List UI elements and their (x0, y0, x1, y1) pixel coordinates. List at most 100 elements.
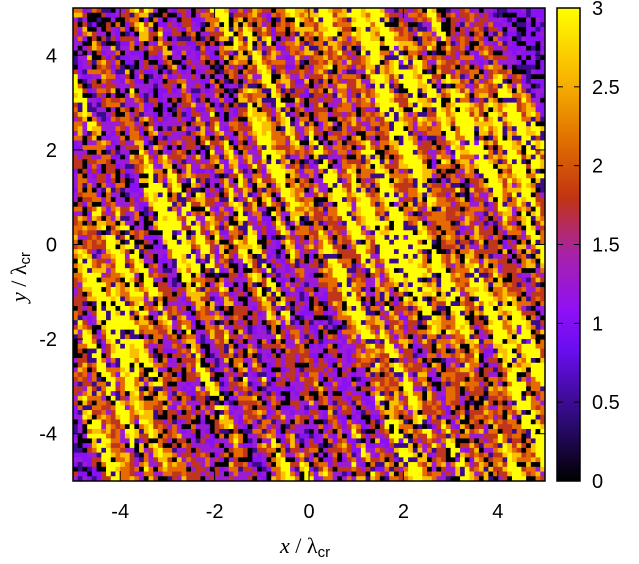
heatmap-cell (219, 140, 225, 146)
heatmap-cell (511, 83, 518, 89)
heatmap-cell (242, 225, 249, 231)
heatmap-cell (436, 168, 442, 174)
heatmap-cell (346, 121, 352, 127)
heatmap-cell (124, 74, 131, 80)
heatmap-cell (507, 159, 513, 165)
heatmap-cell (285, 12, 291, 18)
heatmap-cell (356, 239, 362, 245)
heatmap-cell (478, 173, 485, 179)
heatmap-cell (172, 78, 178, 85)
heatmap-cell (233, 154, 239, 160)
heatmap-cell (186, 130, 192, 137)
heatmap-cell (511, 112, 518, 118)
heatmap-cell (502, 8, 508, 14)
heatmap-cell (507, 97, 513, 103)
heatmap-cell (450, 31, 456, 37)
heatmap-cell (110, 164, 116, 170)
heatmap-cell (167, 88, 173, 94)
heatmap-cell (167, 164, 173, 170)
heatmap-cell (101, 83, 107, 89)
heatmap-cell (516, 60, 522, 66)
heatmap-cell (530, 26, 536, 33)
heatmap-cell (309, 239, 315, 245)
heatmap-cell (488, 130, 494, 137)
heatmap-cell (181, 102, 187, 108)
heatmap-cell (478, 211, 485, 217)
heatmap-cell (209, 225, 215, 231)
heatmap-cell (153, 112, 159, 118)
heatmap-cell (526, 173, 532, 179)
heatmap-cell (393, 140, 400, 146)
heatmap-cell (214, 12, 220, 18)
heatmap-cell (412, 17, 418, 23)
heatmap-cell (417, 140, 423, 146)
heatmap-cell (436, 235, 442, 241)
heatmap-cell (238, 126, 244, 132)
heatmap-cell (356, 116, 362, 122)
heatmap-cell (365, 78, 371, 85)
heatmap-cell (464, 116, 470, 122)
heatmap-cell (365, 239, 371, 245)
heatmap-cell (257, 78, 263, 85)
heatmap-cell (106, 55, 112, 61)
heatmap-cell (502, 206, 508, 212)
heatmap-cell (247, 145, 253, 151)
heatmap-cell (389, 154, 395, 160)
heatmap-cell (224, 159, 230, 165)
heatmap-cell (191, 187, 197, 193)
heatmap-cell (379, 26, 385, 33)
heatmap-cell (356, 192, 362, 198)
heatmap-cell (535, 83, 541, 89)
heatmap-cell (257, 126, 263, 132)
heatmap-cell (181, 225, 187, 231)
heatmap-cell (365, 135, 371, 141)
heatmap-cell (431, 31, 437, 37)
heatmap-cell (474, 187, 480, 193)
heatmap-cell (266, 206, 272, 212)
heatmap-cell (228, 192, 234, 198)
heatmap-cell (436, 88, 442, 94)
heatmap-cell (511, 36, 518, 42)
heatmap-cell (280, 206, 286, 212)
heatmap-cell (247, 140, 253, 146)
heatmap-cell (323, 112, 329, 118)
heatmap-cell (455, 178, 461, 184)
heatmap-cell (375, 126, 381, 132)
heatmap-cell (224, 102, 230, 108)
heatmap-cell (441, 74, 447, 80)
heatmap-cell (266, 197, 272, 203)
heatmap-cell (157, 140, 164, 146)
heatmap-cell (441, 239, 447, 245)
heatmap-cell (445, 216, 451, 222)
heatmap-cell (73, 17, 79, 23)
heatmap-cell (535, 130, 541, 137)
heatmap-cell (200, 178, 206, 184)
heatmap-cell (257, 192, 263, 198)
heatmap-cell (337, 216, 343, 222)
heatmap-cell (153, 183, 159, 189)
heatmap-cell (214, 55, 220, 61)
heatmap-cell (474, 97, 480, 103)
heatmap-cell (176, 197, 182, 203)
heatmap-cell (384, 55, 390, 61)
heatmap-cell (511, 130, 518, 137)
heatmap-cell (516, 107, 522, 113)
heatmap-cell (129, 74, 135, 80)
heatmap-cell (110, 187, 116, 193)
heatmap-cell (346, 22, 352, 28)
heatmap-cell (247, 64, 253, 70)
heatmap-cell (299, 93, 305, 99)
heatmap-cell (427, 225, 433, 231)
heatmap-cell (455, 216, 461, 222)
heatmap-cell (195, 211, 201, 217)
heatmap-cell (304, 97, 310, 103)
heatmap-cell (233, 149, 239, 156)
heatmap-cell (148, 45, 154, 51)
heatmap-cell (379, 36, 385, 42)
heatmap-cell (516, 17, 522, 23)
heatmap-cell (398, 12, 404, 18)
heatmap-cell (370, 45, 376, 51)
heatmap-cell (342, 201, 348, 208)
heatmap-cell (309, 17, 315, 23)
heatmap-cell (129, 60, 135, 66)
